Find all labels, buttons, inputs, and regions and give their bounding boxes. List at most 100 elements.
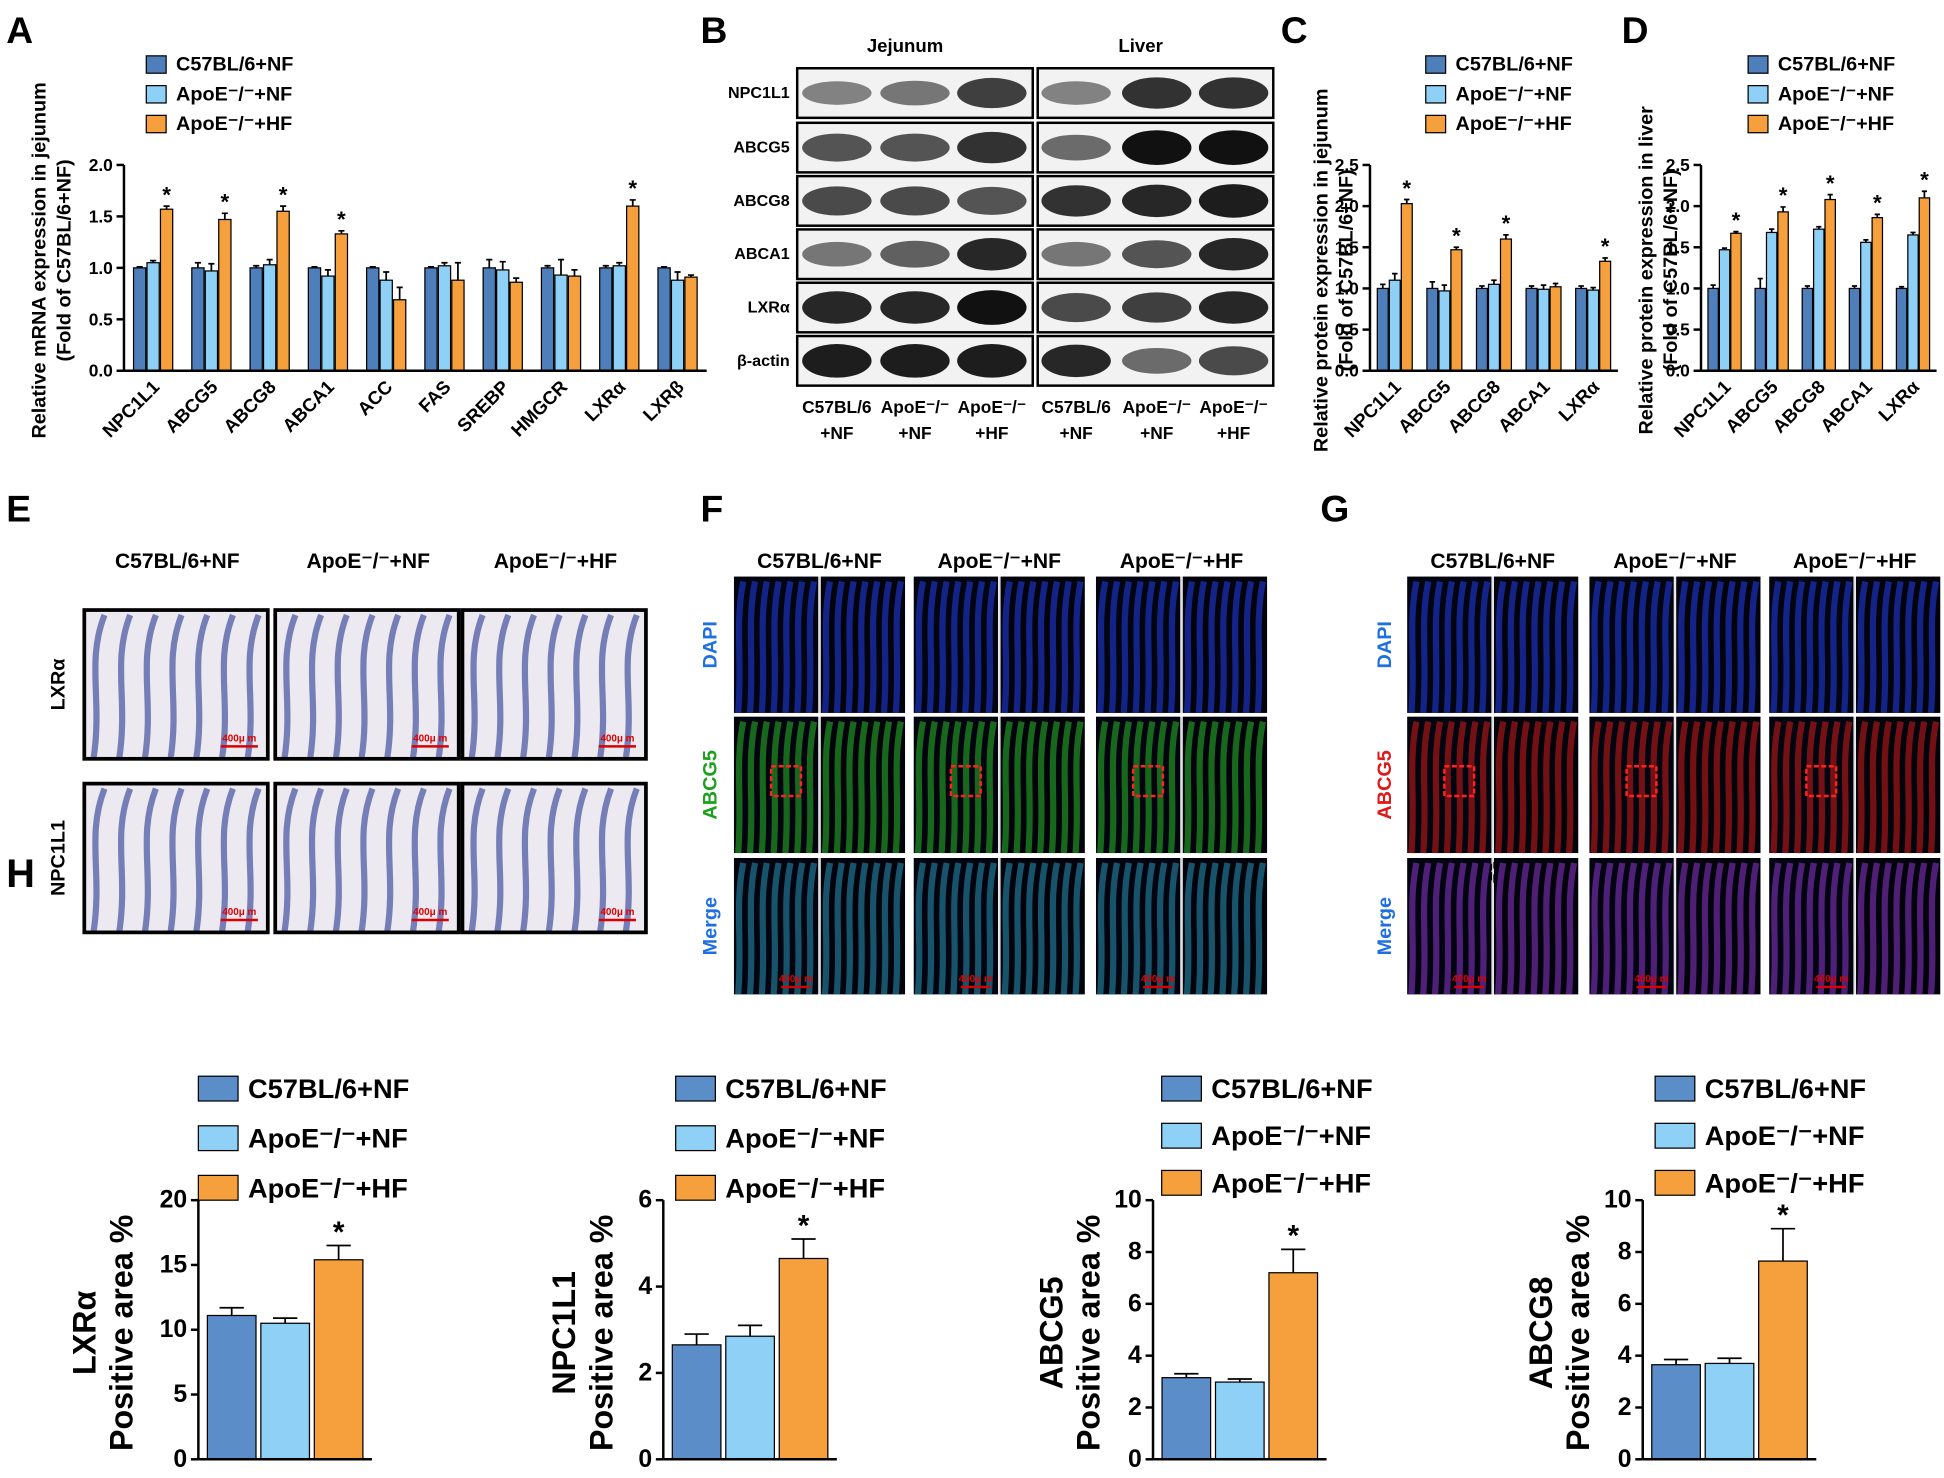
tissue-fold xyxy=(1207,721,1219,854)
legend-swatch xyxy=(1161,1075,1202,1102)
bar xyxy=(1376,287,1389,372)
y-axis-label: Positive area % xyxy=(1560,1215,1596,1451)
zoom-box xyxy=(1443,765,1476,798)
tissue-fold xyxy=(1817,580,1829,714)
scale-label: 400μ m xyxy=(413,907,447,918)
bar xyxy=(379,279,393,372)
tissue-fold xyxy=(218,787,236,933)
legend-label: ApoE⁻/⁻+HF xyxy=(1456,113,1572,135)
tissue-fold xyxy=(1916,862,1928,995)
blot-band xyxy=(1122,292,1192,323)
legend-swatch xyxy=(675,1174,716,1201)
tissue-fold xyxy=(1590,862,1602,995)
tissue-fold xyxy=(1590,721,1602,854)
y-tick-label: 1.0 xyxy=(1335,278,1359,298)
blot-band xyxy=(802,186,872,216)
bar xyxy=(262,264,277,372)
y-tick-label: 0 xyxy=(638,1446,652,1473)
tissue-fold xyxy=(1072,580,1084,714)
bar xyxy=(567,275,582,372)
y-tick-label: 0.5 xyxy=(1335,320,1359,340)
tissue-fold xyxy=(1602,721,1614,854)
bar xyxy=(1426,287,1439,372)
legend-label: ApoE⁻/⁻+NF xyxy=(1211,1120,1371,1151)
legend-swatch xyxy=(1654,1122,1696,1149)
bar xyxy=(509,281,523,372)
scale-label: 400μ m xyxy=(779,974,813,985)
bar xyxy=(1704,1362,1755,1460)
tissue-fold xyxy=(1880,580,1892,714)
error-bar xyxy=(1757,277,1763,289)
tissue-fold xyxy=(1431,580,1444,714)
tissue-fold xyxy=(805,721,818,854)
blot-band xyxy=(1198,237,1269,271)
y-axis-label: (Fold of C57BL/6+NF) xyxy=(53,159,75,361)
scale-label: 400μ m xyxy=(222,907,256,918)
blot-band xyxy=(957,77,1027,109)
error-bar xyxy=(1770,1227,1796,1262)
tissue-fold xyxy=(1857,721,1869,854)
blot-band xyxy=(957,237,1027,271)
tissue-fold xyxy=(962,721,974,854)
tissue-fold xyxy=(1793,862,1806,995)
bar xyxy=(1438,290,1451,372)
legend-label: ApoE⁻/⁻+HF xyxy=(1778,113,1894,135)
y-tick-label: 2.5 xyxy=(1335,155,1359,175)
tissue-fold xyxy=(622,613,640,760)
panel-label: C xyxy=(1281,9,1308,51)
error-bar xyxy=(1441,284,1448,291)
lane-label: +HF xyxy=(1217,423,1250,443)
blot-band xyxy=(1041,292,1111,323)
tissue-fold xyxy=(1156,721,1168,854)
tissue-fold xyxy=(770,721,782,854)
legend-label: ApoE⁻/⁻+HF xyxy=(248,1172,408,1203)
tissue-fold xyxy=(938,862,950,995)
significance-mark: * xyxy=(628,176,637,201)
zoom-box xyxy=(769,765,803,798)
bar xyxy=(1450,249,1463,372)
tissue-fold xyxy=(950,721,962,854)
tissue-fold xyxy=(141,613,159,760)
lane-label: +NF xyxy=(898,423,931,443)
tissue-fold xyxy=(973,721,986,854)
y-axis-label: Relative protein expression in jejunum xyxy=(1311,89,1333,453)
legend-swatch xyxy=(197,1075,239,1102)
error-bar xyxy=(1540,284,1547,290)
tissue-fold xyxy=(746,721,759,854)
y-axis-label: ABCG5 xyxy=(1033,1276,1069,1389)
legend-swatch xyxy=(1425,114,1447,134)
tissue-fold xyxy=(1916,580,1928,714)
bar xyxy=(1860,241,1872,372)
significance-mark: * xyxy=(1402,176,1411,201)
bar xyxy=(424,267,438,372)
column-label: C57BL/6+NF xyxy=(757,550,882,573)
tissue-fold xyxy=(1506,721,1519,854)
tissue-fold xyxy=(892,862,904,995)
tissue-fold xyxy=(845,721,857,854)
y-tick-label: 0.5 xyxy=(1666,320,1690,340)
lane-label: +NF xyxy=(1140,423,1173,443)
tissue-fold xyxy=(1829,580,1841,714)
tissue-fold xyxy=(857,862,869,995)
significance-mark: * xyxy=(337,207,346,232)
error-bar xyxy=(513,277,520,283)
tissue-fold xyxy=(914,862,927,995)
tissue-fold xyxy=(880,721,893,854)
bar xyxy=(1801,287,1814,372)
tissue-fold xyxy=(973,580,986,714)
tissue-fold xyxy=(1408,721,1420,854)
tissue-fold xyxy=(1782,862,1794,995)
bar xyxy=(626,205,640,372)
scale-label: 400μ m xyxy=(413,733,447,744)
error-bar xyxy=(1281,1248,1306,1273)
tissue-fold xyxy=(782,721,794,854)
bar xyxy=(1707,287,1719,372)
tissue-fold xyxy=(1219,580,1231,714)
zoom-box xyxy=(1131,765,1165,798)
tissue-fold xyxy=(1408,862,1420,995)
tissue-fold xyxy=(193,787,211,933)
tissue-fold xyxy=(1625,721,1638,854)
x-tick-label: LXRα xyxy=(1874,376,1924,426)
tissue-fold xyxy=(1048,721,1061,854)
tissue-fold xyxy=(167,787,185,933)
